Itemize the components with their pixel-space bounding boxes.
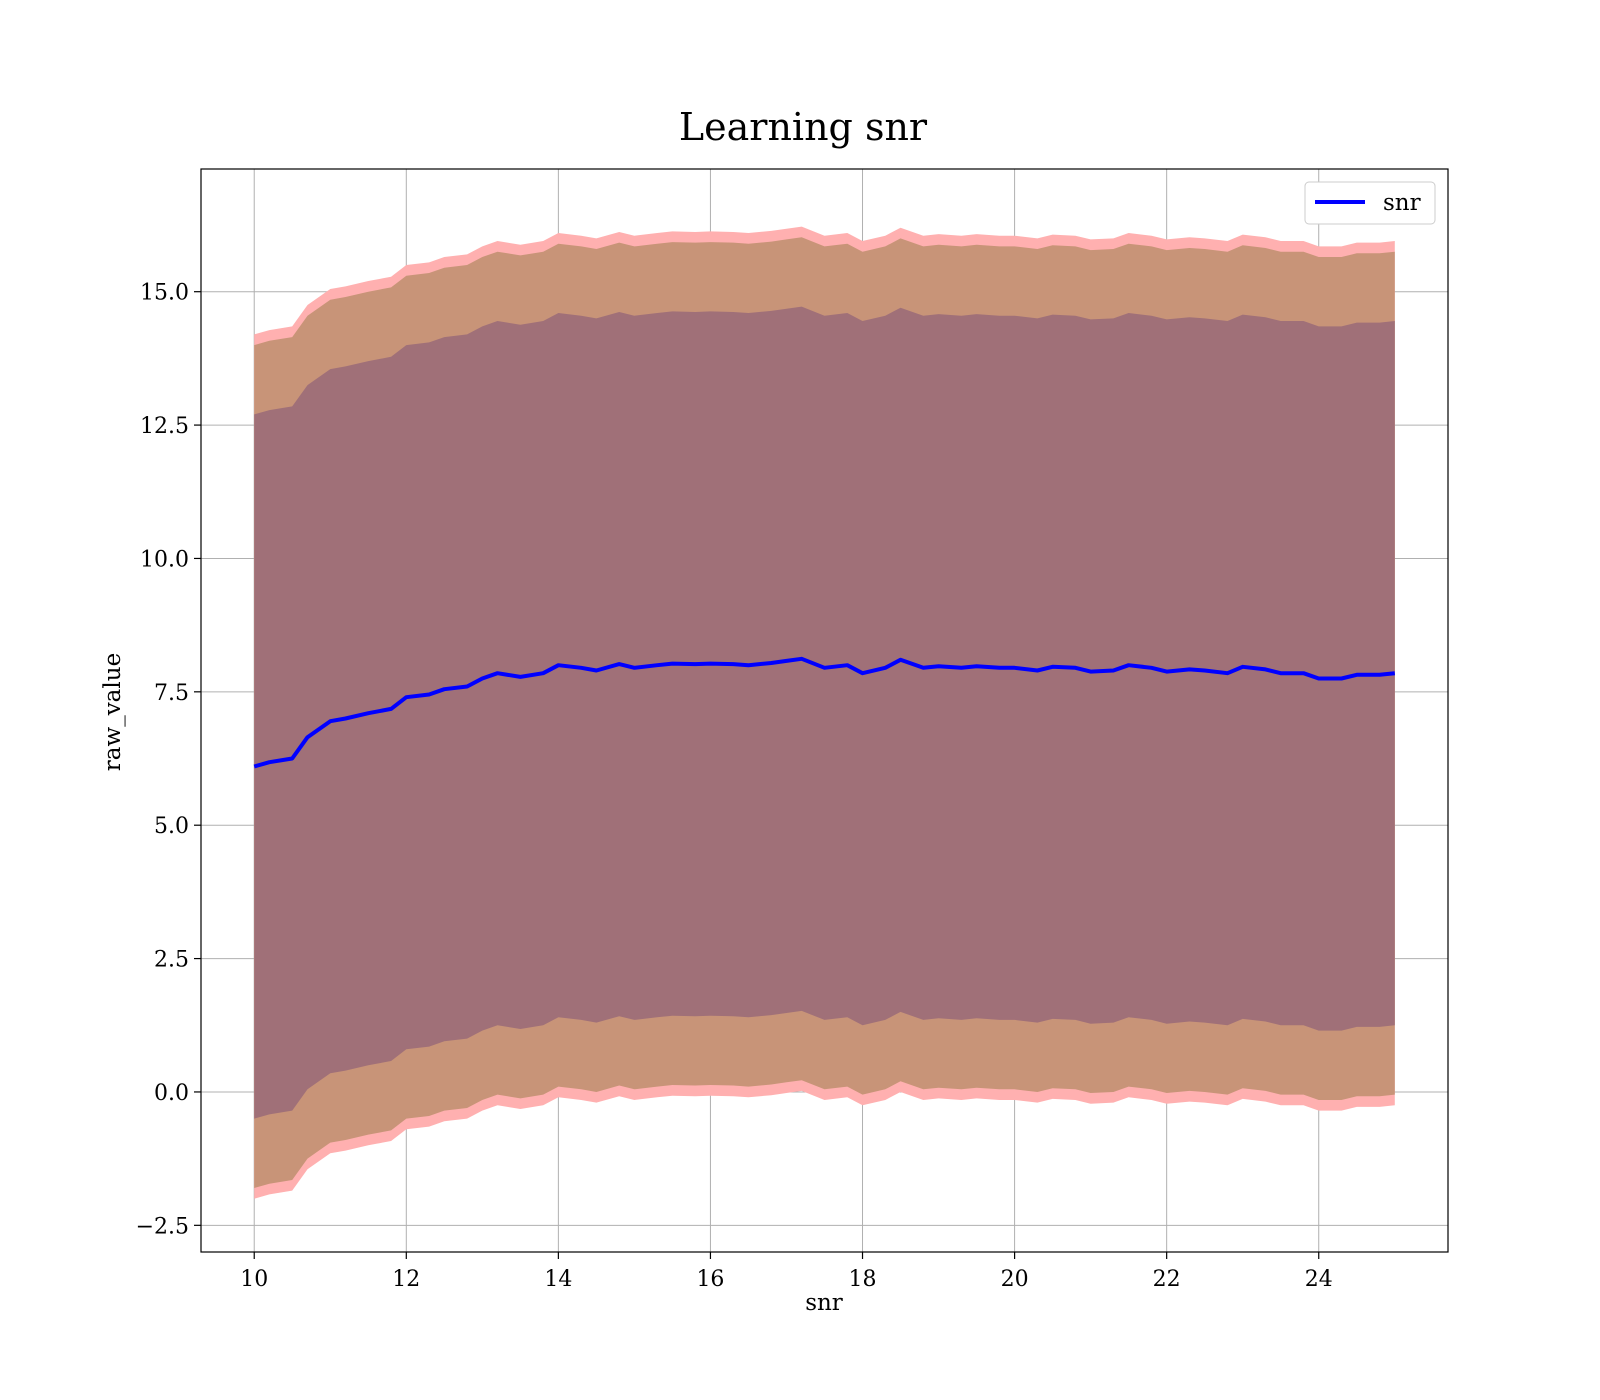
y-tick-label-3: 5.0 bbox=[154, 814, 189, 839]
y-tick-label-0: −2.5 bbox=[136, 1214, 189, 1239]
x-axis-label: snr bbox=[805, 1290, 843, 1316]
y-tick-label-4: 7.5 bbox=[154, 681, 189, 706]
series-line-snr bbox=[253, 656, 1396, 769]
x-tick-label-0: 10 bbox=[240, 1267, 268, 1292]
chart-title: Learning snr bbox=[679, 105, 928, 149]
y-tick-label-6: 12.5 bbox=[140, 414, 189, 439]
plot-frame bbox=[200, 168, 1449, 1253]
x-tick-label-3: 16 bbox=[696, 1267, 724, 1292]
x-tick-label-1: 12 bbox=[392, 1267, 420, 1292]
band-inner bbox=[254, 306, 1395, 1119]
legend: snr bbox=[1304, 181, 1436, 225]
confidence-bands bbox=[254, 226, 1395, 1199]
y-tick-label-5: 10.0 bbox=[140, 547, 189, 572]
x-tick-label-6: 22 bbox=[1153, 1267, 1181, 1292]
x-tick-label-7: 24 bbox=[1305, 1267, 1333, 1292]
y-tick-label-1: 0.0 bbox=[154, 1081, 189, 1106]
y-axis-ticks: −2.5 0.0 2.5 5.0 7.5 10.0 12.5 15.0 bbox=[136, 281, 201, 1239]
series-lines bbox=[253, 656, 1396, 769]
y-axis-label: raw_value bbox=[100, 653, 126, 771]
x-tick-label-5: 20 bbox=[1001, 1267, 1029, 1292]
y-tick-label-7: 15.0 bbox=[140, 281, 189, 306]
x-tick-label-4: 18 bbox=[849, 1267, 877, 1292]
legend-box bbox=[1304, 181, 1436, 225]
y-tick-label-2: 2.5 bbox=[154, 948, 189, 973]
legend-entry-snr: snr bbox=[1383, 190, 1421, 216]
x-tick-label-2: 14 bbox=[544, 1267, 572, 1292]
x-axis-ticks: 10 12 14 16 18 20 22 24 bbox=[240, 1252, 1333, 1292]
